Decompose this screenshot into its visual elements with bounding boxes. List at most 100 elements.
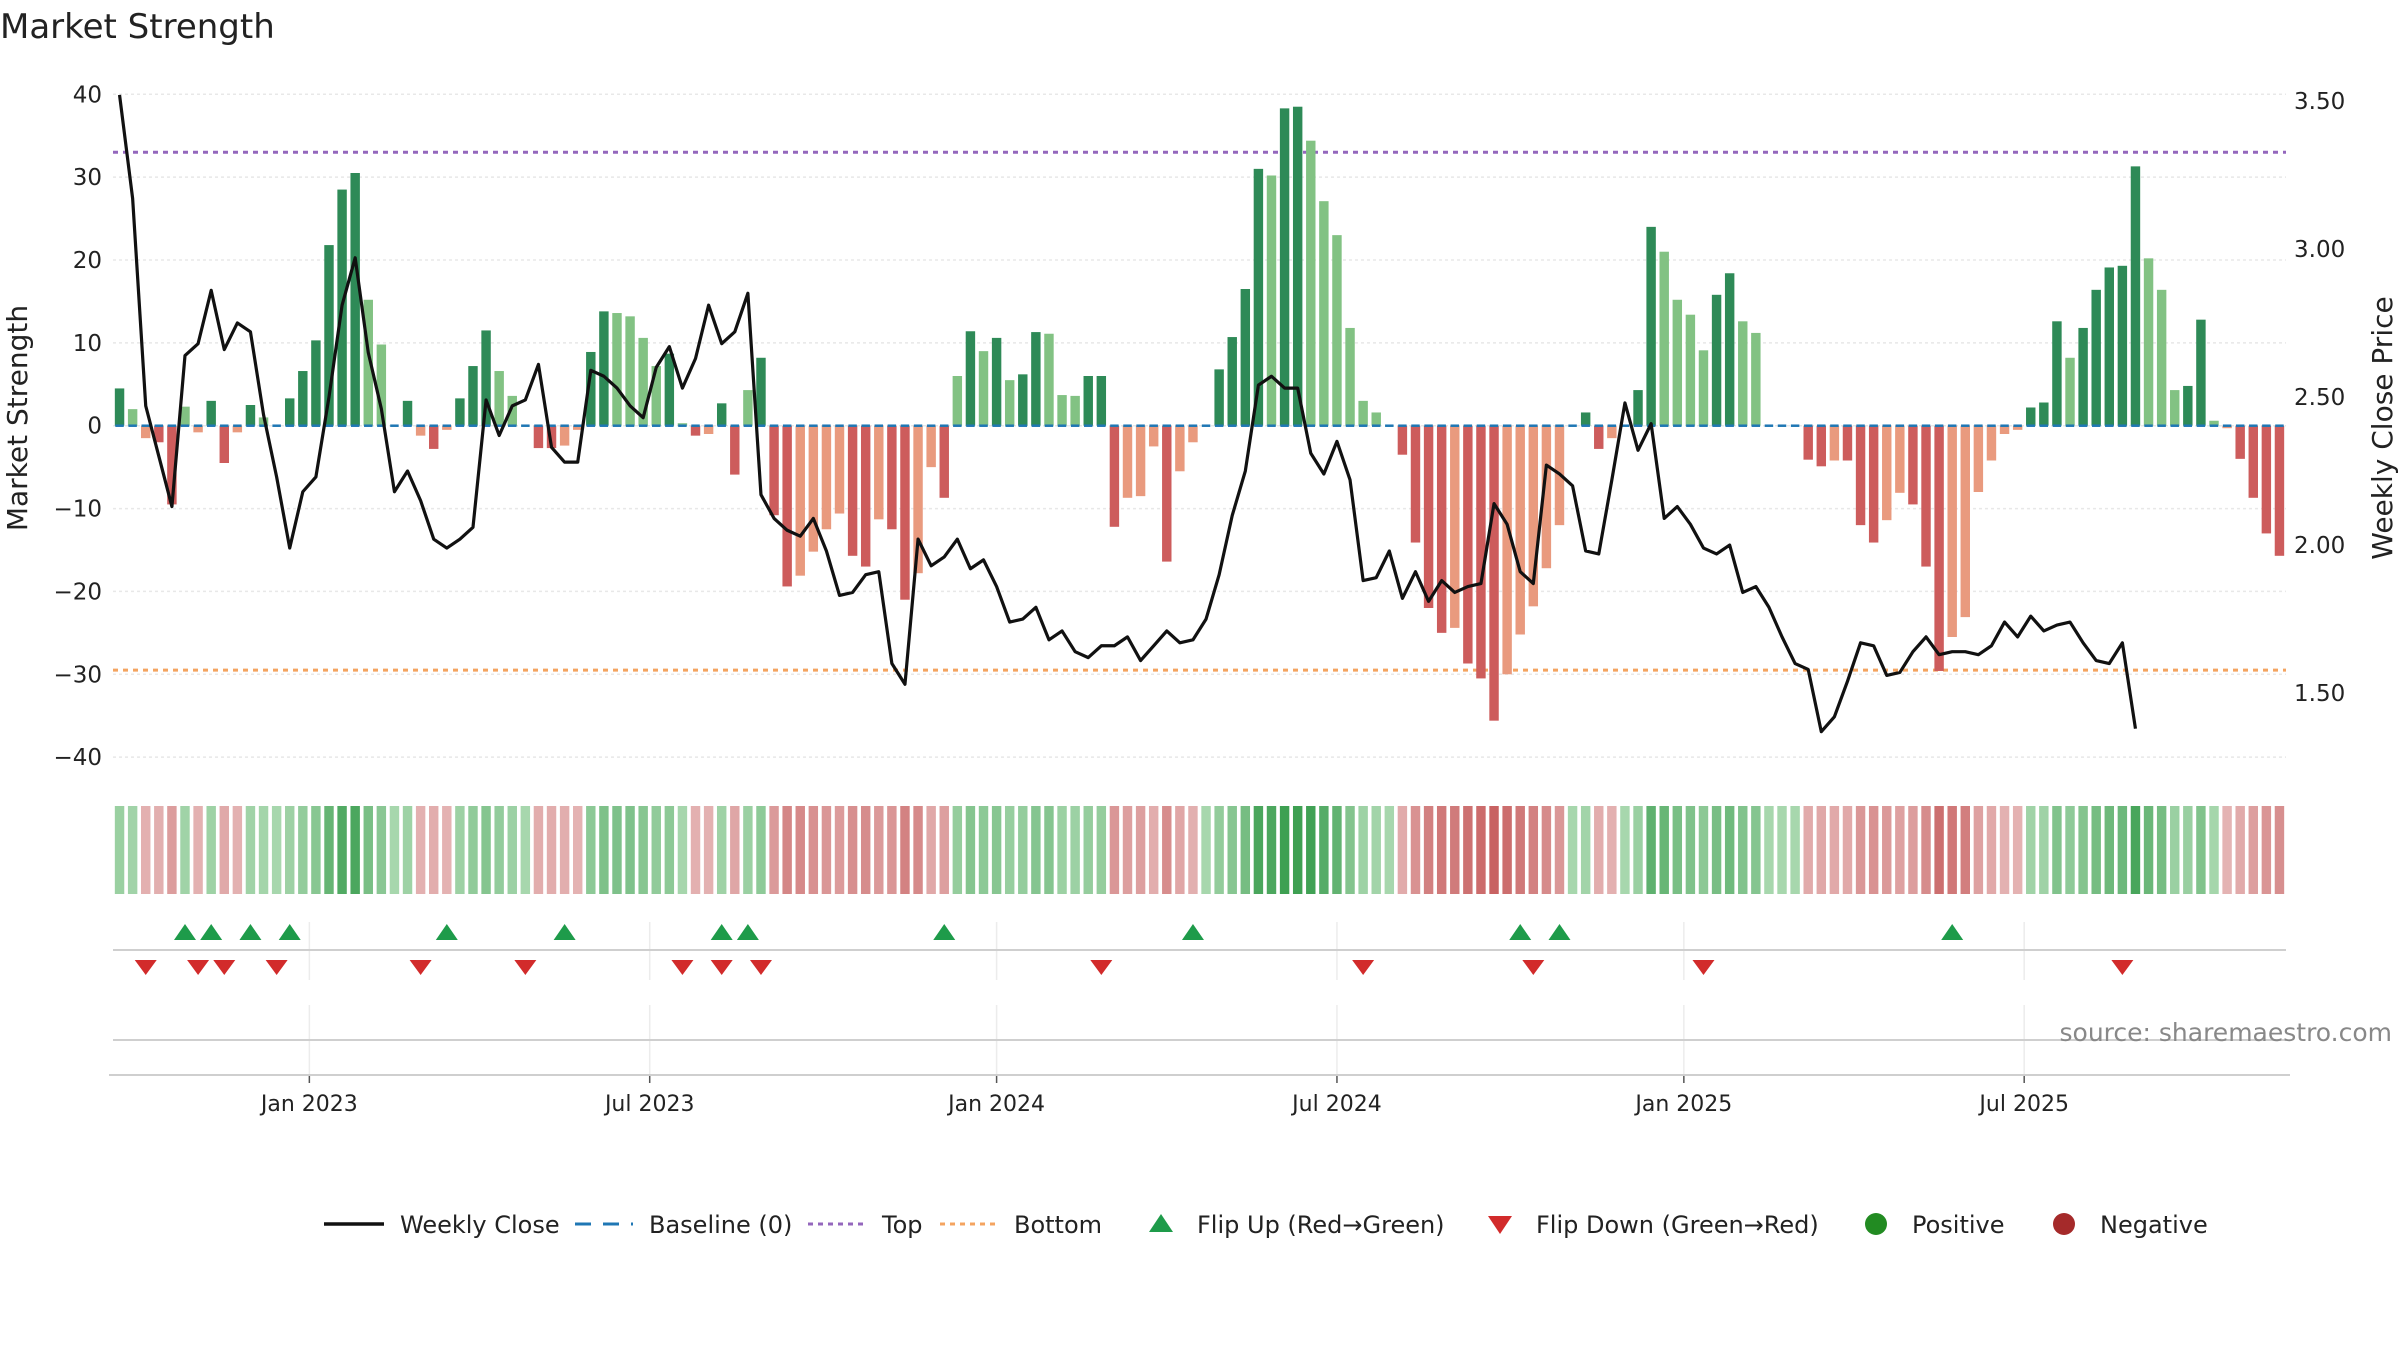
strength-bar — [1423, 425, 1434, 608]
strength-bar — [1908, 425, 1918, 505]
strength-bar — [1332, 235, 1342, 426]
strip-cell — [468, 806, 478, 894]
strength-bar — [1947, 425, 1957, 637]
strength-bar — [1227, 337, 1237, 426]
strength-bar — [311, 340, 321, 426]
strength-bar — [546, 425, 557, 449]
y-axis-label: Market Strength — [1, 305, 34, 531]
strength-heat-strip — [114, 806, 2285, 894]
strength-bar — [2130, 166, 2141, 426]
strip-cell — [1790, 806, 1800, 894]
strength-bar — [442, 425, 452, 430]
y-tick-label: 40 — [73, 82, 102, 108]
strip-cell — [2274, 806, 2285, 894]
strip-cell — [1868, 806, 1879, 894]
strip-cell — [1698, 806, 1709, 894]
strength-bar — [625, 316, 635, 426]
strength-bar — [1633, 390, 1643, 426]
strip-cell — [442, 806, 452, 894]
flip-down-marker — [265, 960, 288, 975]
strength-bar — [402, 400, 413, 426]
legend-flip-down-swatch — [1488, 1216, 1512, 1234]
strip-cell — [1253, 806, 1264, 894]
strip-cell — [1162, 806, 1172, 894]
strip-cell — [1214, 806, 1224, 894]
y-tick-label: 30 — [73, 165, 102, 191]
strip-cell — [1855, 806, 1866, 894]
strip-cell — [2130, 806, 2141, 894]
strength-bar — [991, 337, 1002, 426]
strip-cell — [298, 806, 308, 894]
weekly-close-line — [117, 94, 2138, 734]
strength-bar — [232, 425, 243, 433]
flip-up-marker — [435, 924, 458, 940]
strip-cell — [1607, 806, 1617, 894]
strength-bar — [2052, 321, 2062, 426]
strength-bar — [2078, 327, 2088, 426]
flip-up-marker — [278, 924, 301, 940]
flip-down-marker — [187, 960, 210, 975]
strength-bar — [1882, 425, 1892, 521]
strength-bar — [1148, 425, 1159, 447]
strength-bar — [2209, 420, 2219, 426]
strip-cell — [703, 806, 714, 894]
x-tick-label: Jan 2023 — [259, 1092, 358, 1117]
strip-cell — [429, 806, 439, 894]
strength-bar — [1489, 425, 1499, 721]
legend-item: Flip Up (Red→Green) — [1149, 1211, 1445, 1239]
legend-flip-up-swatch — [1149, 1214, 1173, 1232]
strip-cell — [1567, 806, 1578, 894]
strength-bar — [507, 395, 517, 426]
strip-cell — [612, 806, 622, 894]
strength-bar — [1175, 425, 1185, 472]
y-tick-label: 0 — [87, 414, 102, 440]
strip-cell — [2091, 806, 2101, 894]
strip-cell — [324, 806, 334, 894]
strength-bar — [874, 425, 884, 520]
strength-bar — [1973, 425, 1984, 492]
strength-bar — [180, 406, 190, 426]
strength-bar — [2143, 258, 2154, 426]
legend-item: Flip Down (Green→Red) — [1488, 1211, 1819, 1239]
strength-bar — [193, 425, 203, 433]
flip-down-marker — [1090, 960, 1113, 975]
strength-bar — [599, 311, 609, 426]
strength-bar — [743, 390, 753, 426]
strength-bar — [1711, 294, 1722, 426]
strip-cell — [1358, 806, 1368, 894]
strip-cell — [1279, 806, 1290, 894]
strength-bar — [2065, 357, 2075, 426]
strength-bar — [612, 313, 622, 426]
legend-item: Positive — [1865, 1211, 2005, 1239]
strip-cell — [271, 806, 282, 894]
strength-bar — [1803, 425, 1813, 460]
x-tick-label: Jul 2024 — [1290, 1092, 1382, 1117]
strength-bar — [651, 366, 661, 426]
flip-down-marker — [409, 960, 432, 975]
strength-bar — [1070, 395, 1080, 426]
strength-bar — [756, 357, 766, 426]
strength-bar — [730, 425, 740, 475]
strength-bar — [167, 425, 177, 505]
strip-cell — [1672, 806, 1683, 894]
strip-cell — [1004, 806, 1015, 894]
strip-cell — [1515, 806, 1525, 894]
strength-bar — [1476, 425, 1486, 679]
strip-cell — [1594, 806, 1604, 894]
strip-cell — [586, 806, 596, 894]
y2-tick-label: 3.00 — [2294, 237, 2345, 263]
strip-cell — [1803, 806, 1813, 894]
strip-cell — [874, 806, 884, 894]
strip-cell — [1882, 806, 1892, 894]
strength-bar — [1240, 289, 1251, 426]
y2-axis-label: Weekly Close Price — [2366, 296, 2399, 559]
strength-bar — [114, 388, 125, 426]
strength-bar — [1751, 332, 1761, 426]
strength-bar — [1371, 412, 1381, 426]
flip-down-marker — [1522, 960, 1545, 975]
strength-bar — [939, 425, 949, 498]
strip-cell — [1646, 806, 1656, 894]
strip-cell — [1423, 806, 1434, 894]
strength-bar — [559, 425, 570, 446]
